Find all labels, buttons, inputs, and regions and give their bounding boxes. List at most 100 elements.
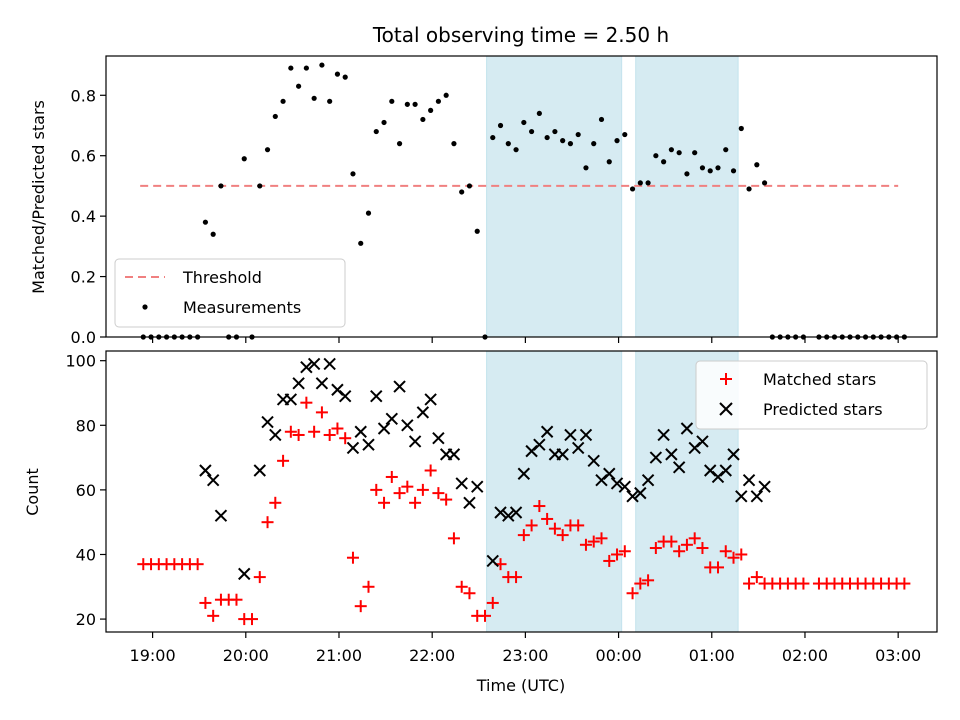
x-axis-label: Time (UTC) (476, 676, 565, 695)
matched-star-point (315, 406, 328, 419)
legend-measurements-label: Measurements (183, 298, 301, 317)
predicted-star-point (603, 467, 616, 480)
x-tick-label: 01:00 (689, 646, 735, 665)
measurement-point (435, 98, 441, 104)
chart-title: Total observing time = 2.50 h (372, 23, 669, 47)
measurement-point (583, 165, 589, 171)
measurement-point (692, 150, 698, 156)
matched-star-point (626, 587, 639, 600)
matched-star-point (378, 496, 391, 509)
predicted-star-point (696, 435, 709, 448)
matched-star-point (424, 464, 437, 477)
measurement-point (645, 180, 651, 186)
matched-star-point (199, 596, 212, 609)
matched-star-point (416, 483, 429, 496)
predicted-star-point (432, 431, 445, 445)
predicted-star-point (502, 509, 515, 522)
matched-star-point (300, 396, 313, 409)
predicted-star-point (393, 380, 406, 393)
measurement-point (319, 62, 325, 68)
matched-star-point (478, 609, 491, 622)
measurement-point (513, 147, 519, 153)
matched-star-point (362, 580, 375, 593)
predicted-star-point (199, 464, 212, 477)
matched-star-point (346, 551, 359, 564)
y-tick-label: 100 (65, 352, 96, 371)
measurement-point (707, 168, 713, 174)
matched-star-point (455, 580, 468, 593)
measurement-point (676, 150, 682, 156)
predicted-star-point (206, 473, 220, 487)
bottom-x-ticks: 19:00 20:00 21:00 22:00 23:00 00:00 01:00 02:00… (130, 632, 921, 665)
matched-star-point (432, 487, 445, 500)
y-tick-label: 60 (76, 481, 96, 500)
measurement-point (637, 180, 643, 186)
bottom-y-axis-label: Count (23, 468, 42, 516)
matched-star-point (611, 548, 624, 561)
matched-star-point (401, 480, 414, 493)
predicted-star-point (564, 428, 577, 442)
matched-star-point (510, 571, 523, 584)
predicted-star-point (672, 461, 686, 474)
matched-star-point (440, 493, 453, 506)
bottom-panel: 20 40 60 80 100 19:00 20:00 21:00 22:00 23:00 00:… (23, 350, 938, 695)
predicted-star-point (338, 390, 352, 403)
measurement-point (350, 171, 356, 177)
matched-star-point (634, 577, 647, 590)
matched-star-point (486, 596, 499, 609)
predicted-star-point (362, 438, 375, 451)
x-tick-label: 22:00 (409, 646, 455, 665)
measurement-point (264, 147, 271, 153)
predicted-star-point (680, 422, 694, 435)
predicted-star-point (307, 357, 321, 371)
matched-star-point (517, 529, 530, 542)
predicted-star-point (587, 454, 600, 468)
top-highlight-spans (486, 55, 739, 338)
measurement-point (723, 147, 729, 153)
top-y-ticks: 0.0 0.2 0.4 0.6 0.8 (71, 86, 106, 347)
predicted-star-point (533, 438, 546, 451)
matched-star-point (711, 561, 724, 574)
measurement-point (241, 156, 247, 162)
matched-star-point (572, 519, 585, 532)
predicted-star-point (556, 448, 569, 461)
matched-star-point (533, 500, 546, 513)
predicted-star-point (238, 567, 251, 581)
matched-star-point (207, 609, 220, 622)
matched-star-point (191, 558, 204, 571)
matched-star-point (292, 428, 305, 441)
measurement-point (754, 162, 760, 168)
x-tick-label: 00:00 (596, 646, 642, 665)
bottom-legend-box (695, 360, 928, 430)
measurement-point (629, 186, 636, 192)
predicted-star-point (416, 406, 430, 419)
y-tick-label: 40 (76, 545, 96, 564)
measurement-point (591, 141, 597, 147)
matched-star-point (595, 532, 608, 545)
bottom-frame (105, 350, 938, 633)
measurement-point (505, 141, 511, 147)
matched-star-point (587, 535, 600, 548)
top-x-ticks (151, 337, 899, 343)
measurement-point (560, 138, 566, 144)
predicted-star-point (408, 435, 422, 448)
measurement-point (443, 92, 449, 98)
predicted-star-point (315, 377, 329, 390)
matched-star-point (370, 483, 383, 496)
bottom-y-ticks: 20 40 60 80 100 (65, 352, 106, 629)
matched-star-point (649, 542, 662, 555)
measurement-point (668, 147, 674, 153)
y-tick-label: 0.4 (71, 207, 96, 226)
measurement-point (280, 98, 286, 104)
predicted-star-point (269, 428, 282, 442)
predicted-star-point (509, 506, 523, 519)
matched-star-points (137, 396, 911, 626)
measurement-point (365, 210, 372, 216)
predicted-star-point (719, 464, 732, 477)
bottom-legend: Matched stars Predicted stars (695, 360, 928, 430)
matched-star-point (463, 587, 476, 600)
x-tick-label: 23:00 (502, 646, 548, 665)
matched-star-point (735, 548, 748, 561)
predicted-star-point (727, 448, 740, 461)
measurement-point (746, 186, 752, 192)
